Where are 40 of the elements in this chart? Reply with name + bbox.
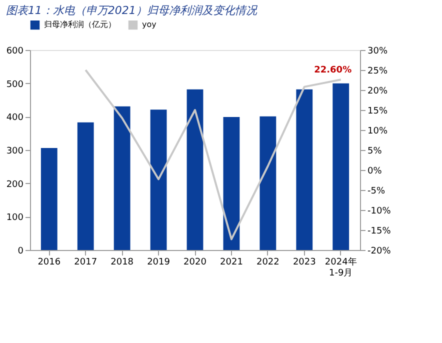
y2-tick-label: -20% [368,246,392,256]
y2-tick-label: -5% [368,186,386,196]
bar [332,83,350,250]
bar [260,116,276,250]
y2-tick-label: 15% [368,106,388,116]
y2-tick-label: 5% [368,146,382,156]
x-tick-label: 2018 [110,258,134,268]
y2-tick-label: 25% [368,66,388,76]
y-tick-label: 0 [18,246,24,256]
x-tick-label: 2022 [256,258,280,268]
y2-tick-label: -15% [368,226,392,236]
x-tick-label: 2021 [220,258,243,268]
x-tick-label: 2020 [184,258,207,268]
y2-tick-label: 30% [368,46,388,56]
chart-title: 图表11：水电（申万2021）归母净利润及变化情况 [6,4,258,17]
y2-tick-label: 0% [368,166,382,176]
bar [77,122,94,250]
y2-tick-label: -10% [368,206,392,216]
x-tick-label: 2023 [292,258,316,268]
y2-tick-label: 20% [368,86,388,96]
legend-label: 归母净利润（亿元） [44,20,116,30]
x-tick-label: 2024年 1-9月 [324,256,357,278]
bar [223,117,240,250]
bar [150,110,167,250]
bar [186,89,204,250]
x-tick-label: 2017 [74,258,98,268]
bar [40,148,58,250]
x-tick-label: 2016 [38,258,61,268]
data-label: 22.60% [314,66,352,76]
bar [114,106,130,250]
y-tick-label: 500 [6,80,24,90]
y2-tick-label: 10% [368,126,388,136]
legend-label: yoy [142,20,157,30]
x-tick-label: 2019 [147,258,170,268]
y-tick-label: 200 [6,180,24,190]
y-tick-label: 300 [6,146,24,156]
y-tick-label: 400 [6,113,24,124]
bar [296,89,313,250]
y-tick-label: 100 [6,213,24,224]
y-tick-label: 600 [6,46,24,56]
